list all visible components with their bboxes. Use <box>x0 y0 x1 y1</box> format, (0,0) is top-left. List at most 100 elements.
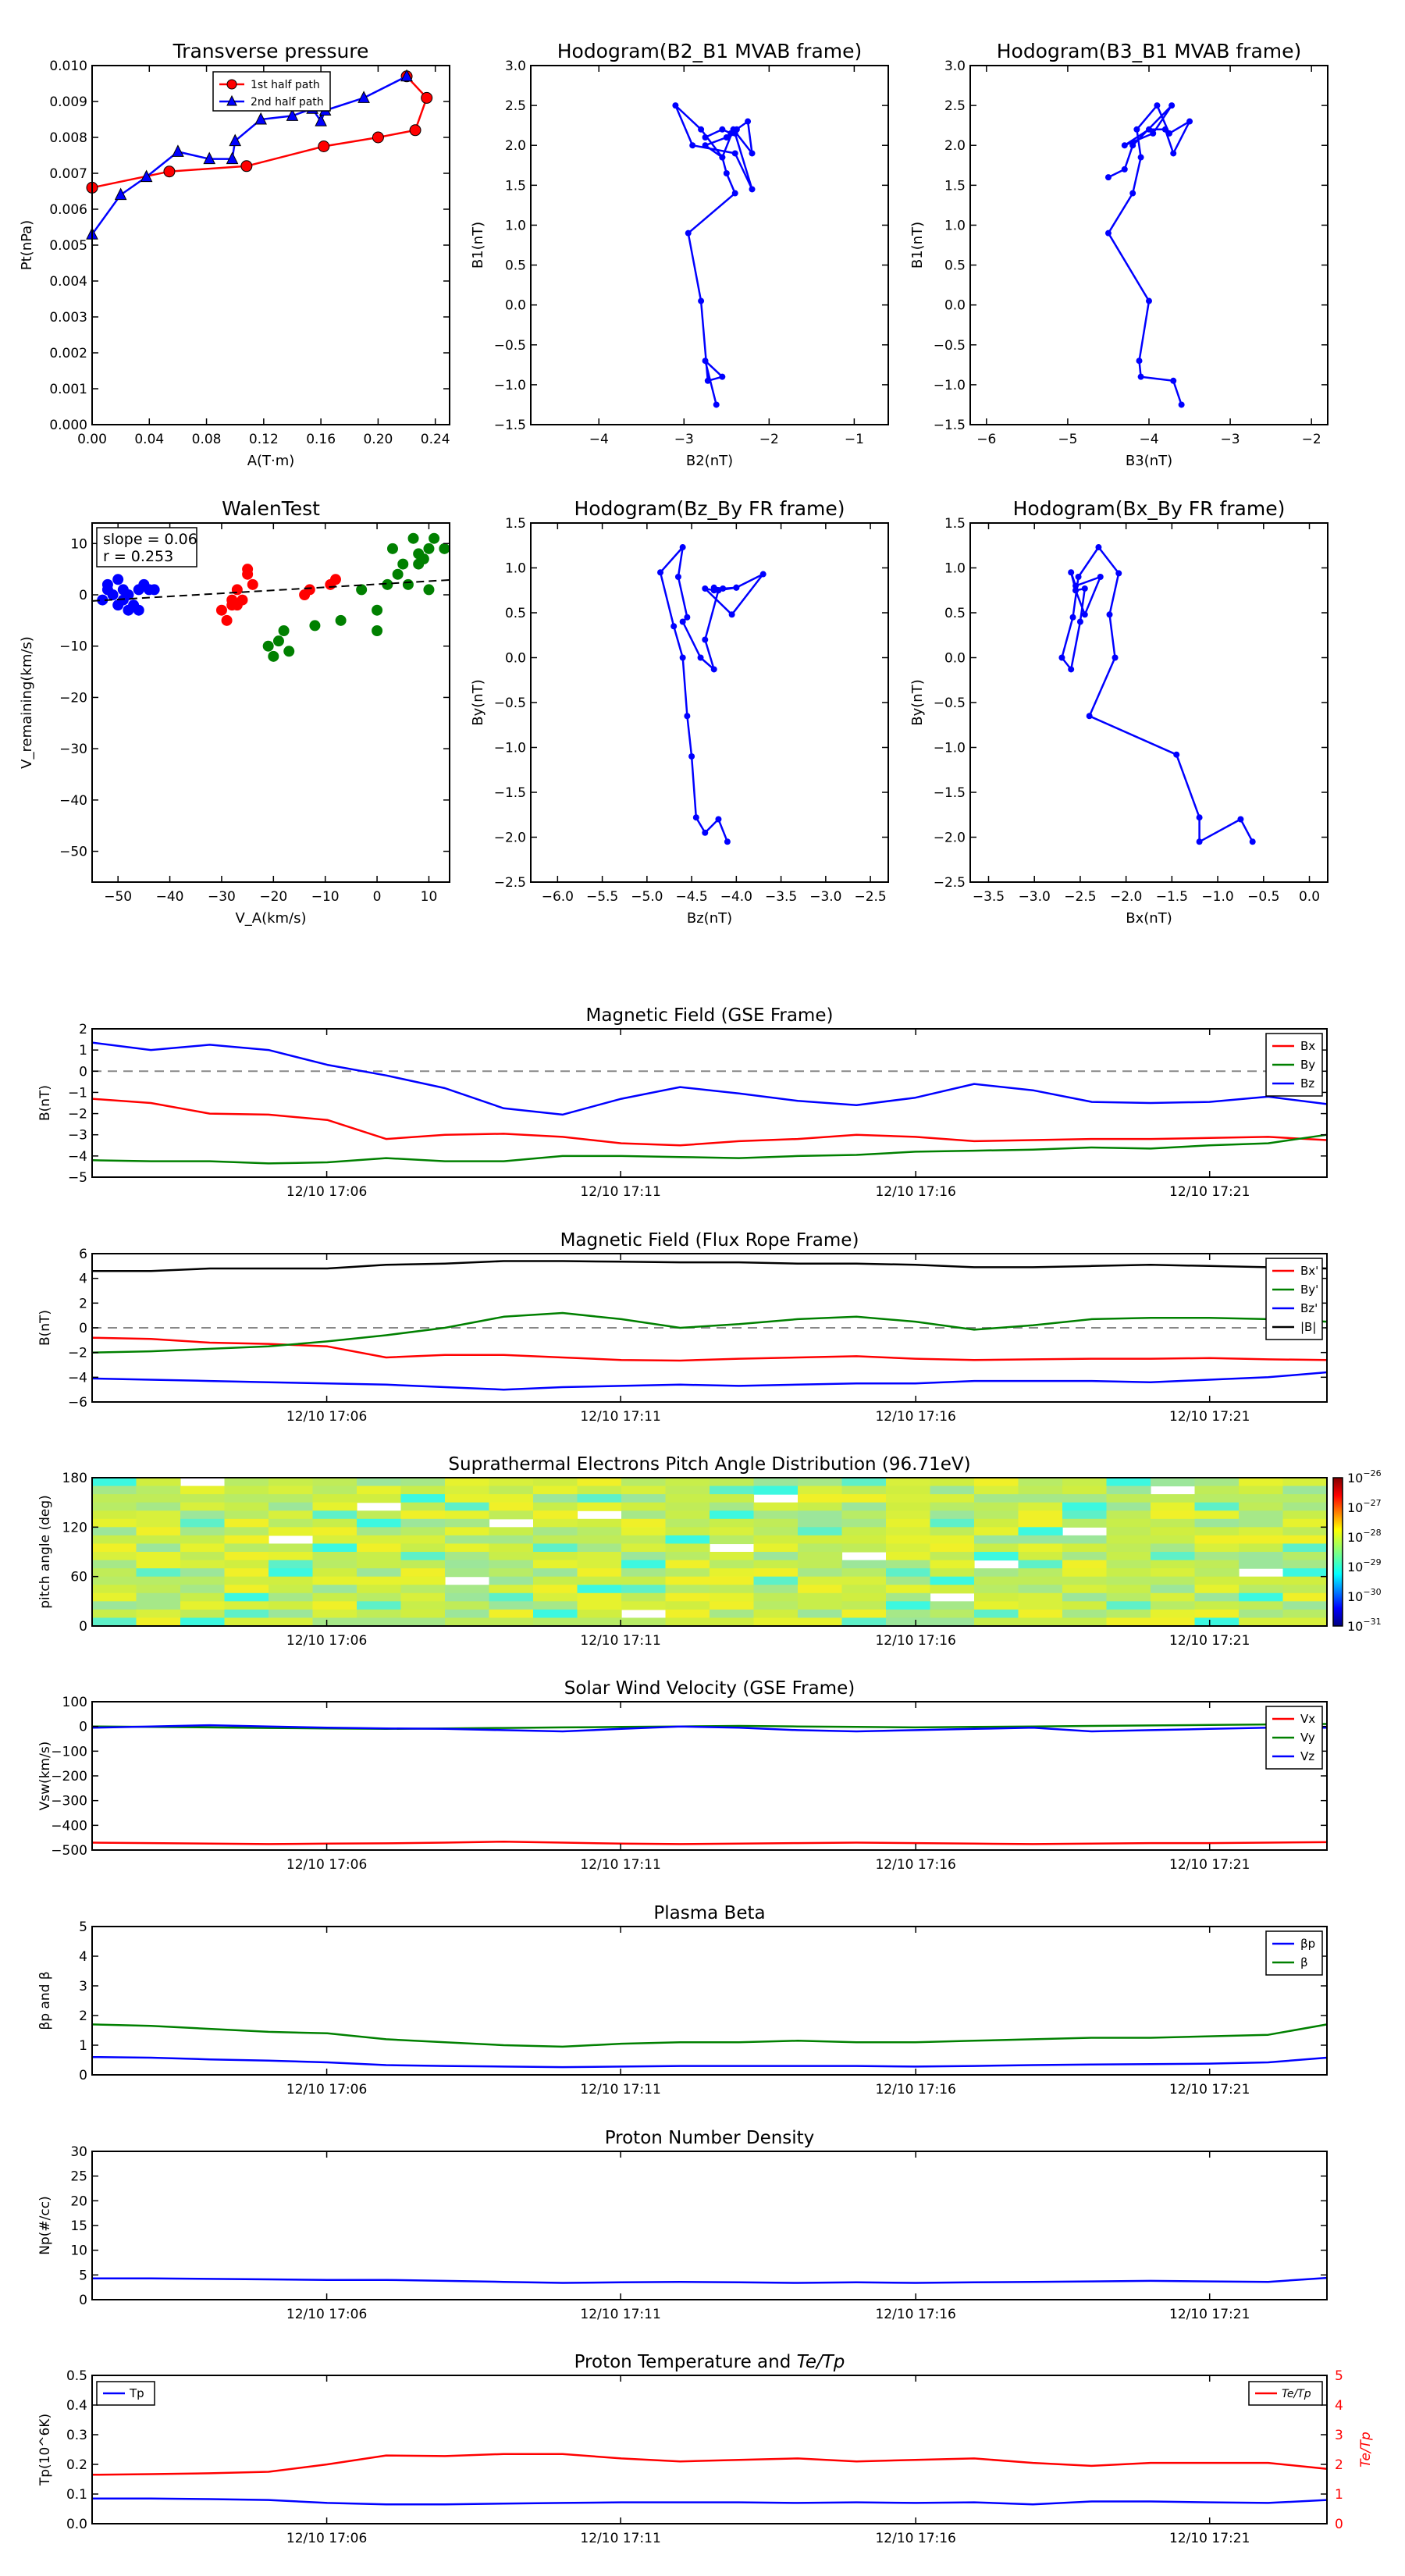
data-point <box>114 187 127 201</box>
heatmap-cell <box>1018 1617 1063 1627</box>
x-tick-label: 12/10 17:21 <box>1169 1857 1250 1873</box>
y-tick-label: 4 <box>79 1949 87 1965</box>
heatmap-cell <box>136 1592 181 1602</box>
heatmap-cell <box>312 1568 357 1578</box>
y-tick-label: 6 <box>79 1247 87 1262</box>
heatmap-cell <box>1282 1592 1328 1602</box>
data-point <box>400 69 413 82</box>
heatmap-cell <box>577 1518 622 1528</box>
heatmap-cell <box>1194 1535 1240 1545</box>
data-point <box>1104 229 1112 237</box>
x-tick-label: −3.5 <box>765 889 797 905</box>
y-tick-label: 0.5 <box>944 258 966 274</box>
x-tick-label: −2.5 <box>1064 889 1096 905</box>
heatmap-cell <box>533 1576 578 1585</box>
heatmap-cell <box>1018 1576 1063 1585</box>
x-tick-label: 12/10 17:11 <box>580 1184 660 1200</box>
heatmap-cell <box>577 1592 622 1602</box>
data-point <box>1069 614 1076 621</box>
heatmap-cell <box>665 1518 710 1528</box>
heatmap-cell <box>312 1617 357 1627</box>
y-axis-label: Pt(nPa) <box>19 220 35 270</box>
heatmap-cell <box>533 1535 578 1545</box>
heatmap-cell <box>269 1617 314 1627</box>
series-line <box>91 2055 1328 2069</box>
heatmap-cell <box>577 1535 622 1545</box>
heatmap-cell <box>136 1601 181 1610</box>
heatmap-cell <box>577 1609 622 1619</box>
data-point <box>309 620 321 632</box>
legend-label: βp <box>1300 1937 1315 1951</box>
y-tick-label: 0.001 <box>49 382 87 397</box>
x-tick-label: −3 <box>1221 432 1240 447</box>
heatmap-cell <box>269 1585 314 1594</box>
colorbar-tick-exp: −30 <box>1363 1587 1381 1597</box>
heatmap-cell <box>357 1518 402 1528</box>
heatmap-cell <box>136 1543 181 1553</box>
heatmap-cell <box>357 1609 402 1619</box>
heatmap-cell <box>974 1535 1019 1545</box>
y-tick-label: −6 <box>68 1395 87 1411</box>
heatmap-cell <box>753 1576 799 1585</box>
y-tick-label: 10 <box>70 536 87 552</box>
heatmap-cell <box>312 1543 357 1553</box>
x-tick-label: 0.08 <box>192 432 222 447</box>
y-tick-label: 1 <box>79 2038 87 2054</box>
heatmap-cell <box>533 1560 578 1569</box>
data-point <box>1166 130 1173 137</box>
x-tick-label: 12/10 17:06 <box>286 2307 367 2322</box>
heatmap-cell <box>886 1527 931 1536</box>
heatmap-cell <box>533 1478 578 1487</box>
data-point <box>1237 816 1244 823</box>
legend-label: By <box>1300 1058 1315 1072</box>
heatmap-cell <box>621 1568 667 1578</box>
y-tick-label: 0.003 <box>49 310 87 326</box>
heatmap-cell <box>798 1535 843 1545</box>
heatmap-cell <box>1151 1609 1196 1619</box>
heatmap-cell <box>400 1592 446 1602</box>
heatmap-cell <box>1062 1478 1108 1487</box>
heatmap-cell <box>930 1535 975 1545</box>
x-tick-label: 12/10 17:11 <box>580 1857 660 1873</box>
heatmap-cell <box>930 1478 975 1487</box>
heatmap-cell <box>1194 1494 1240 1503</box>
y-tick-label: 0.5 <box>505 606 526 621</box>
data-point <box>1081 611 1088 618</box>
colorbar-tick-exp: −31 <box>1363 1617 1381 1627</box>
data-point <box>107 589 119 600</box>
y-tick-label: 4 <box>79 1272 87 1287</box>
heatmap-cell <box>224 1576 269 1585</box>
heatmap-cell <box>577 1494 622 1503</box>
y-tick-label: 1.5 <box>505 516 526 532</box>
data-point <box>1249 838 1256 845</box>
heatmap-cell <box>930 1485 975 1495</box>
chart-hodogram-bz-by: Hodogram(Bz_By FR frame) −2.5 −2.0 −1.5 −1.0… <box>470 497 889 927</box>
chart-title: Proton Number Density <box>605 2128 815 2148</box>
heatmap-cell <box>710 1518 755 1528</box>
heatmap-cell <box>841 1568 887 1578</box>
y-tick-label: 2 <box>79 2008 87 2024</box>
heatmap-cell <box>92 1478 137 1487</box>
heatmap-cell <box>400 1560 446 1569</box>
x-tick-label: −5 <box>1058 432 1077 447</box>
y-tick-label: 0.5 <box>944 606 966 621</box>
heatmap-cell <box>1151 1617 1196 1627</box>
chart-hodogram-b2-b1: Hodogram(B2_B1 MVAB frame) −1.5 −1.0 −0.5 0.… <box>470 40 889 469</box>
y-right-tick-label: 5 <box>1335 2368 1343 2384</box>
heatmap-cell <box>886 1592 931 1602</box>
heatmap-cell <box>180 1502 226 1511</box>
heatmap-cell <box>357 1617 402 1627</box>
heatmap-cell <box>710 1552 755 1561</box>
heatmap-cell <box>224 1609 269 1619</box>
heatmap-cell <box>489 1485 534 1495</box>
heatmap-cell <box>1194 1478 1240 1487</box>
heatmap-cell <box>841 1535 887 1545</box>
y-tick-label: −2.5 <box>494 875 526 891</box>
heatmap-cell <box>357 1552 402 1561</box>
data-point <box>1068 666 1075 673</box>
y-tick-label: 1.0 <box>944 218 966 233</box>
heatmap-cell <box>312 1510 357 1520</box>
heatmap-cell <box>621 1601 667 1610</box>
heatmap-cell <box>886 1609 931 1619</box>
data-point <box>409 124 422 137</box>
